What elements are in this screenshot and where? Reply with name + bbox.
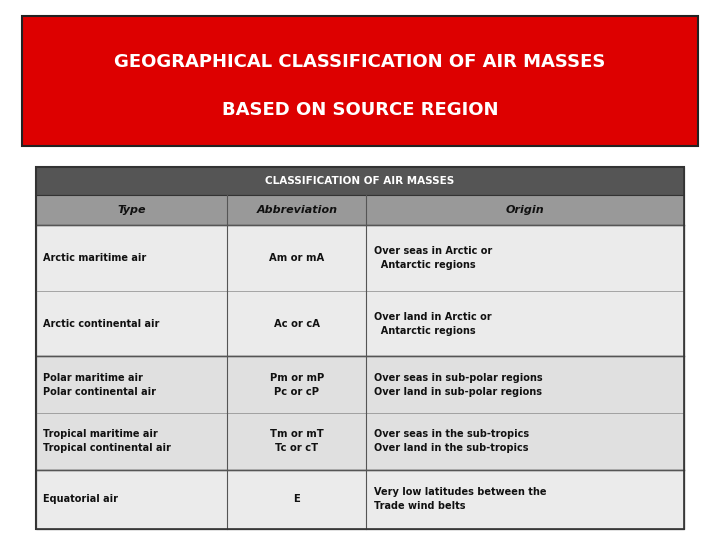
Bar [36,470,684,529]
Bar [36,356,684,470]
Bar [36,195,684,225]
Text: Arctic maritime air: Arctic maritime air [43,253,146,263]
Text: Over seas in sub-polar regions
Over land in sub-polar regions: Over seas in sub-polar regions Over land… [374,373,542,397]
Text: Polar maritime air
Polar continental air: Polar maritime air Polar continental air [43,373,156,397]
Text: CLASSIFICATION OF AIR MASSES: CLASSIFICATION OF AIR MASSES [266,177,454,186]
Text: Origin: Origin [506,205,544,215]
Text: Equatorial air: Equatorial air [43,495,118,504]
Text: Over seas in the sub-tropics
Over land in the sub-tropics: Over seas in the sub-tropics Over land i… [374,429,528,453]
Bar [36,225,684,356]
Text: Type: Type [117,205,146,215]
Text: E: E [294,495,300,504]
Text: Ac or cA: Ac or cA [274,319,320,328]
Bar [36,167,684,529]
Text: Abbreviation: Abbreviation [256,205,337,215]
Bar [36,167,684,195]
Text: Tropical maritime air
Tropical continental air: Tropical maritime air Tropical continent… [43,429,171,453]
Text: Arctic continental air: Arctic continental air [43,319,160,328]
Text: Pm or mP
Pc or cP: Pm or mP Pc or cP [270,373,324,397]
Text: Very low latitudes between the
Trade wind belts: Very low latitudes between the Trade win… [374,488,546,511]
Text: Over seas in Arctic or
  Antarctic regions: Over seas in Arctic or Antarctic regions [374,246,492,270]
Bar [22,16,698,146]
Text: Over land in Arctic or
  Antarctic regions: Over land in Arctic or Antarctic regions [374,312,491,335]
Text: GEOGRAPHICAL CLASSIFICATION OF AIR MASSES: GEOGRAPHICAL CLASSIFICATION OF AIR MASSE… [114,52,606,71]
Text: BASED ON SOURCE REGION: BASED ON SOURCE REGION [222,100,498,118]
Text: Am or mA: Am or mA [269,253,325,263]
Text: Tm or mT
Tc or cT: Tm or mT Tc or cT [270,429,324,453]
